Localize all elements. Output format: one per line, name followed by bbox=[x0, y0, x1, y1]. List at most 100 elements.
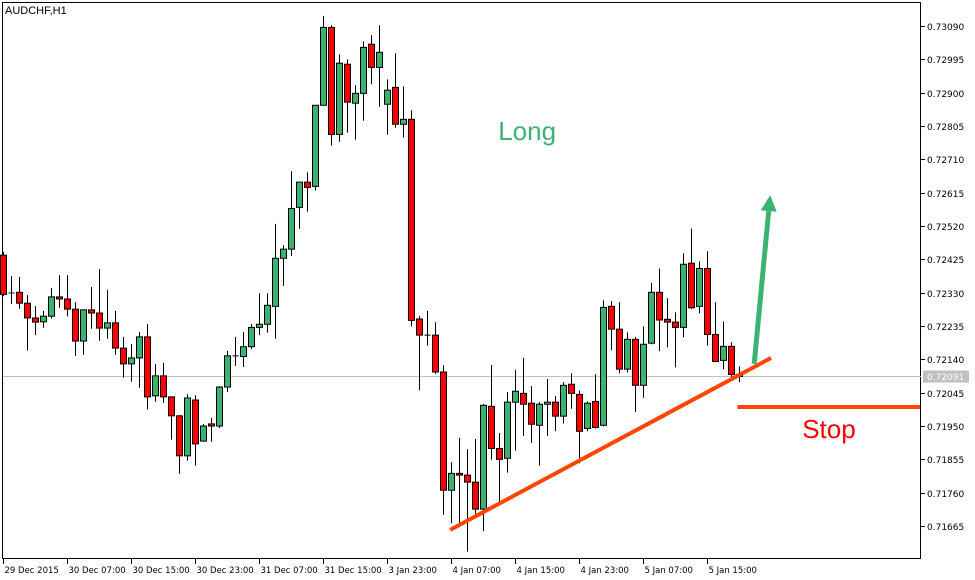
candle-body bbox=[48, 296, 55, 317]
candle bbox=[136, 331, 143, 388]
candle-body bbox=[728, 345, 735, 375]
candle bbox=[248, 323, 255, 350]
candle bbox=[640, 326, 647, 398]
candle bbox=[184, 394, 191, 461]
candle-body bbox=[40, 315, 47, 323]
candle bbox=[304, 172, 311, 212]
candle bbox=[704, 251, 711, 346]
candle-body bbox=[128, 357, 135, 365]
candle bbox=[424, 310, 431, 346]
candle-body bbox=[704, 267, 711, 335]
y-tick-label: 0.73090 bbox=[927, 23, 964, 33]
candle bbox=[688, 228, 695, 310]
candle-body bbox=[720, 345, 727, 361]
candle bbox=[400, 86, 407, 138]
candle-body bbox=[80, 309, 87, 342]
candle bbox=[224, 350, 231, 392]
x-tick-label: 30 Dec 07:00 bbox=[69, 566, 126, 576]
candle-body bbox=[24, 302, 31, 319]
candle bbox=[672, 312, 679, 368]
candle-body bbox=[664, 318, 671, 323]
candle-body bbox=[600, 306, 607, 426]
candle-body bbox=[400, 118, 407, 125]
candle bbox=[272, 223, 279, 339]
candle bbox=[496, 433, 503, 504]
candle bbox=[344, 59, 351, 133]
candle-body bbox=[480, 404, 487, 510]
candle bbox=[392, 53, 399, 128]
candle-body bbox=[344, 63, 351, 103]
y-tick-label: 0.72330 bbox=[927, 290, 964, 300]
candle bbox=[320, 15, 327, 106]
candle bbox=[376, 25, 383, 107]
candle-body bbox=[16, 291, 23, 304]
current-price-badge bbox=[923, 370, 969, 383]
candle bbox=[584, 401, 591, 432]
candle-body bbox=[192, 399, 199, 445]
candle-body bbox=[320, 26, 327, 106]
candle bbox=[264, 293, 271, 333]
candle bbox=[312, 104, 319, 191]
x-tick-label: 5 Jan 15:00 bbox=[709, 566, 757, 576]
candle bbox=[120, 336, 127, 378]
candle bbox=[632, 336, 639, 412]
candle bbox=[144, 323, 151, 410]
candle-body bbox=[528, 402, 535, 425]
candle bbox=[536, 402, 543, 466]
candle-body bbox=[520, 392, 527, 405]
candle-body bbox=[624, 338, 631, 370]
y-tick-label: 0.71665 bbox=[927, 523, 964, 533]
candle-body bbox=[112, 322, 119, 349]
candle-body bbox=[472, 481, 479, 510]
candle-body bbox=[144, 336, 151, 398]
candle-body bbox=[72, 308, 79, 342]
candle-body bbox=[296, 181, 303, 208]
candle bbox=[288, 171, 295, 256]
candle bbox=[64, 275, 71, 317]
candle-body bbox=[680, 263, 687, 328]
candle-body bbox=[200, 425, 207, 442]
y-tick-label: 0.72425 bbox=[927, 256, 964, 266]
candle bbox=[520, 357, 527, 436]
candle bbox=[112, 310, 119, 355]
candle-body bbox=[496, 447, 503, 460]
candle bbox=[176, 415, 183, 474]
long-arrow-head bbox=[760, 195, 777, 212]
y-tick-label: 0.72805 bbox=[927, 123, 964, 133]
candle-body bbox=[96, 312, 103, 329]
candle-body bbox=[32, 317, 39, 323]
candle-body bbox=[368, 43, 375, 68]
x-tick-label: 30 Dec 15:00 bbox=[133, 566, 190, 576]
candle-body bbox=[88, 309, 95, 314]
candle bbox=[576, 390, 583, 464]
candle bbox=[32, 306, 39, 336]
candle bbox=[592, 374, 599, 429]
candle-body bbox=[568, 383, 575, 394]
candle-body bbox=[408, 118, 415, 321]
candle bbox=[360, 41, 367, 121]
stop-label: Stop bbox=[802, 414, 856, 444]
candle-body bbox=[632, 338, 639, 386]
candle-body bbox=[304, 181, 311, 188]
x-tick-label: 5 Jan 07:00 bbox=[645, 566, 693, 576]
candle-body bbox=[504, 401, 511, 459]
candle bbox=[512, 369, 519, 451]
candle bbox=[560, 382, 567, 424]
candle-body bbox=[216, 386, 223, 427]
candle bbox=[96, 269, 103, 341]
x-tick-label: 31 Dec 07:00 bbox=[261, 566, 318, 576]
candle bbox=[104, 289, 111, 339]
candle-body bbox=[152, 375, 159, 397]
plot-frame bbox=[2, 2, 921, 559]
candle bbox=[680, 253, 687, 338]
candle bbox=[80, 309, 87, 355]
candle bbox=[528, 386, 535, 443]
candle bbox=[456, 437, 463, 527]
candle bbox=[416, 315, 423, 391]
candle-body bbox=[384, 89, 391, 105]
candle bbox=[8, 276, 15, 304]
candle-body bbox=[392, 86, 399, 125]
x-tick-label: 4 Jan 07:00 bbox=[453, 566, 501, 576]
candle bbox=[0, 251, 7, 297]
candle-body bbox=[0, 254, 7, 295]
